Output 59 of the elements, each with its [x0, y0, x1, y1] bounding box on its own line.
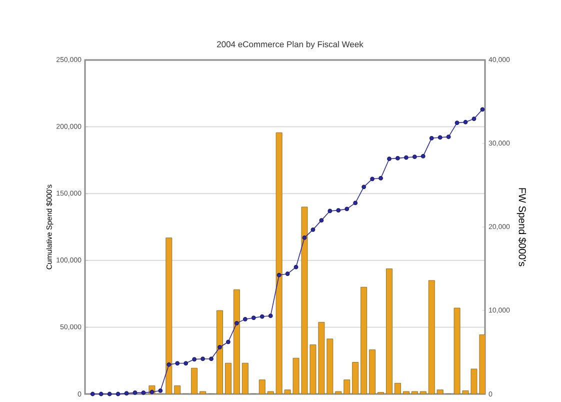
- point: [336, 208, 341, 212]
- point: [226, 340, 230, 344]
- point: [124, 391, 129, 396]
- point: [260, 314, 264, 319]
- point: [328, 208, 332, 214]
- point: [184, 361, 188, 366]
- chart-title: 2004 eCommerce Plan by Fiscal Week: [217, 41, 364, 49]
- bar: [166, 238, 172, 394]
- point: [192, 357, 197, 362]
- point: [412, 154, 417, 160]
- point: [420, 154, 426, 158]
- bar: [369, 350, 376, 394]
- point: [302, 235, 307, 240]
- point: [446, 134, 451, 140]
- point: [200, 356, 206, 362]
- point: [175, 361, 180, 366]
- point: [209, 356, 214, 362]
- point: [90, 392, 95, 396]
- bar: [216, 310, 223, 394]
- point: [404, 155, 408, 160]
- point: [294, 264, 298, 270]
- point: [472, 116, 476, 121]
- point: [107, 392, 112, 396]
- bar: [386, 268, 392, 394]
- bar: [428, 280, 435, 394]
- point: [429, 136, 434, 140]
- point: [251, 316, 256, 320]
- bar: [360, 286, 368, 394]
- point: [242, 316, 248, 322]
- point: [454, 120, 460, 125]
- bar: [301, 206, 308, 394]
- bar: [276, 132, 282, 394]
- point: [132, 390, 138, 395]
- point: [362, 184, 366, 190]
- point: [158, 388, 163, 393]
- point: [98, 392, 104, 396]
- point: [480, 107, 485, 112]
- point: [438, 135, 442, 140]
- point: [285, 272, 290, 276]
- point: [234, 320, 239, 326]
- point: [310, 227, 316, 232]
- point: [370, 176, 374, 182]
- point: [116, 392, 120, 396]
- point: [319, 218, 324, 223]
- bar: [352, 362, 359, 394]
- point: [141, 390, 146, 395]
- y2-axis-title: FW Spend $000's: [516, 188, 526, 266]
- bar: [326, 338, 334, 394]
- point: [378, 176, 383, 180]
- point: [218, 345, 222, 350]
- point: [353, 200, 358, 206]
- point: [344, 206, 350, 212]
- point: [463, 120, 468, 124]
- point: [268, 314, 273, 318]
- point: [166, 362, 172, 367]
- point: [276, 272, 282, 278]
- point: [387, 156, 392, 162]
- point: [396, 156, 400, 160]
- bar: [234, 289, 240, 394]
